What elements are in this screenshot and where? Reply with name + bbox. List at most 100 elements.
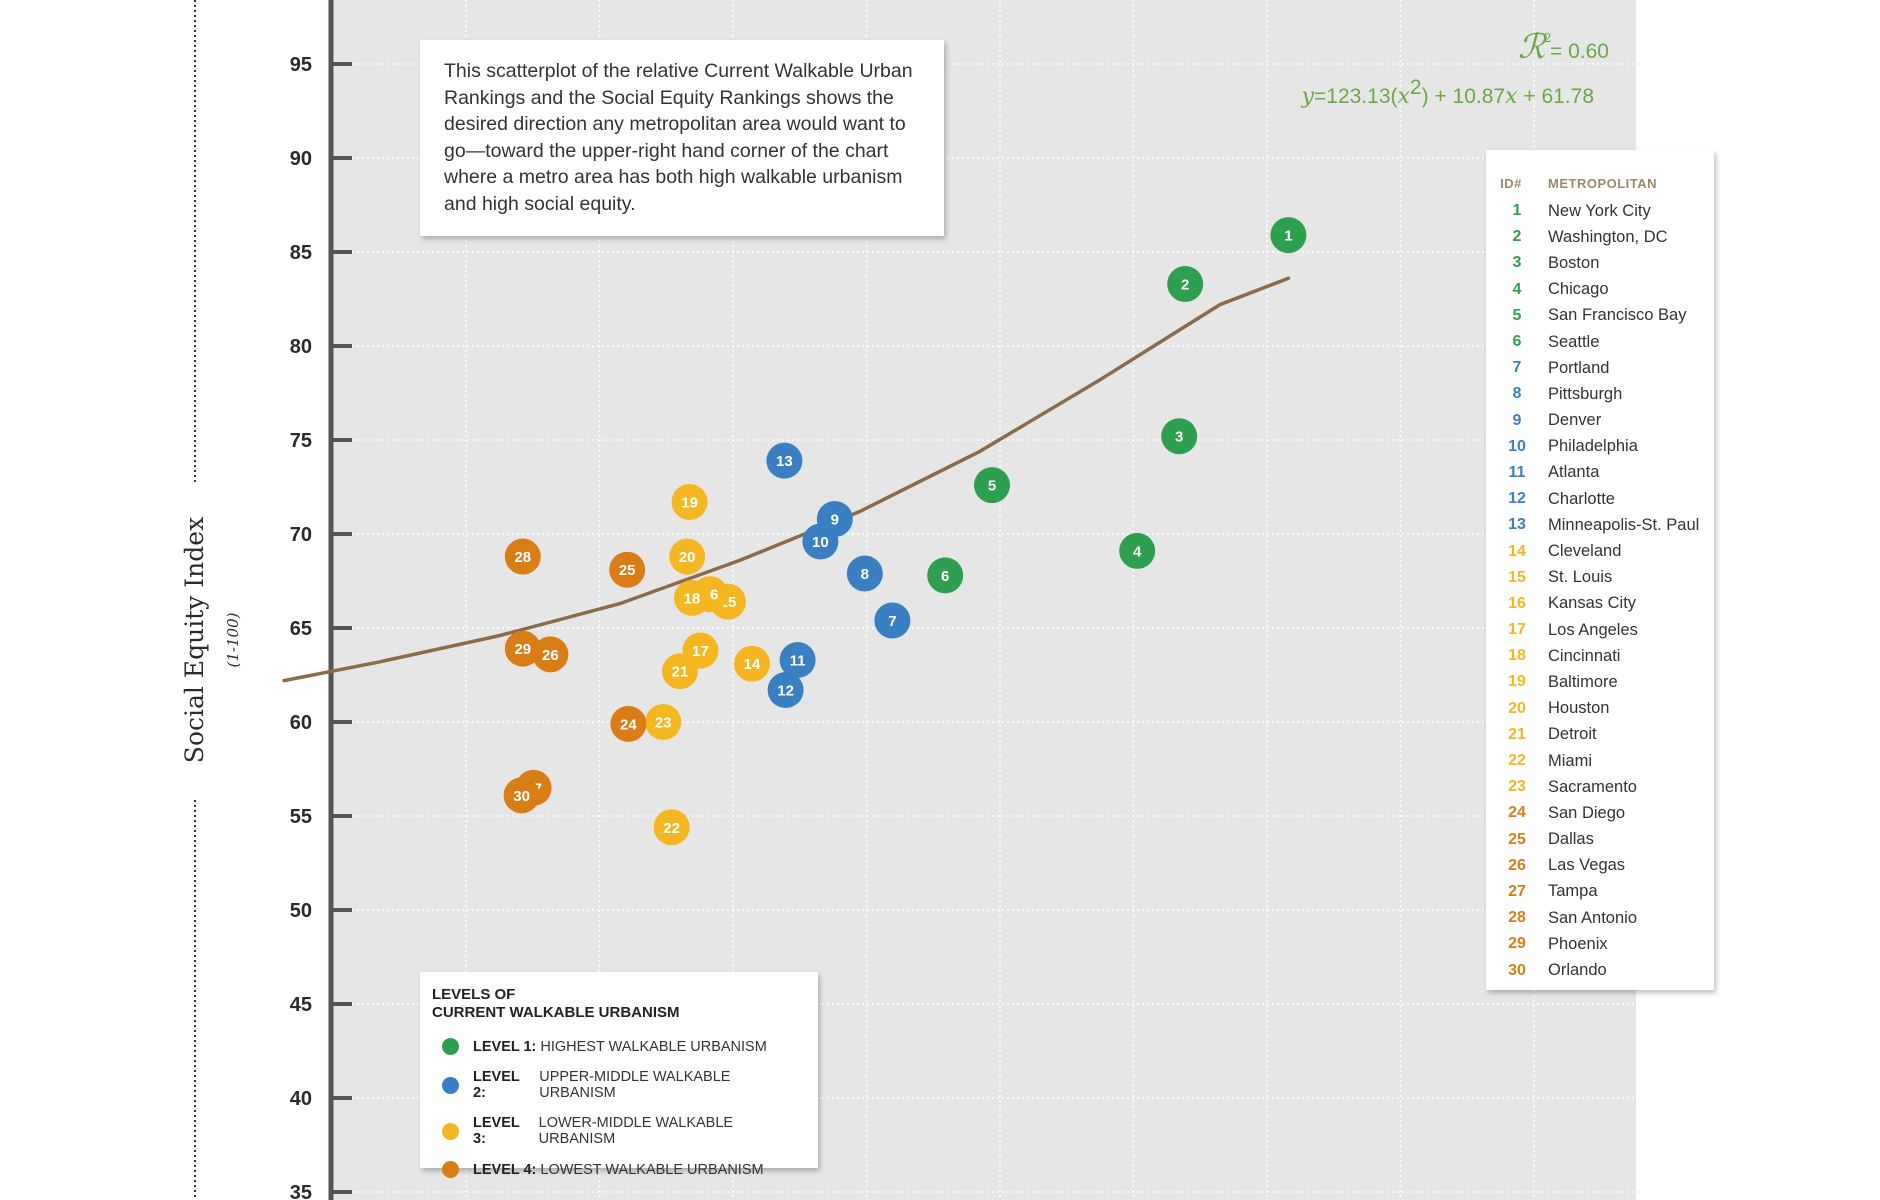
- metro-id: 30: [1508, 961, 1526, 979]
- metro-name: Houston: [1548, 699, 1610, 718]
- data-point-22: 22: [653, 809, 690, 846]
- y-tick-label: 55: [290, 806, 312, 828]
- data-point-marker: [734, 645, 770, 682]
- metro-id: 29: [1508, 935, 1526, 953]
- r-squared-symbol: ℛ: [1518, 27, 1548, 67]
- data-point-25: 25: [609, 551, 646, 588]
- legend-level-name: LEVEL 3:: [473, 1115, 520, 1147]
- data-point-label: 9: [831, 511, 839, 528]
- metro-name: Las Vegas: [1548, 856, 1626, 875]
- y-axis-label: Social Equity Index: [180, 517, 209, 763]
- metro-id: 4: [1512, 280, 1522, 298]
- metro-table-row: 21 Detroit: [1486, 722, 1714, 748]
- metro-name: Kansas City: [1548, 594, 1637, 613]
- y-axis-unit: (1-100): [224, 612, 242, 667]
- metro-id: 7: [1512, 359, 1522, 377]
- data-point-7: 7: [874, 602, 911, 639]
- data-point-label: 7: [888, 613, 896, 630]
- data-point-marker: [779, 641, 816, 678]
- metro-table-row: 4 Chicago: [1486, 277, 1714, 303]
- data-point-label: 28: [514, 549, 531, 566]
- eq-part-2: ) + 10.87: [1422, 85, 1505, 108]
- metro-table-row: 20 Houston: [1486, 696, 1714, 722]
- data-point-label: 14: [744, 656, 761, 673]
- metro-id: 24: [1508, 804, 1526, 822]
- data-point-label: 21: [672, 664, 689, 681]
- metro-id: 12: [1508, 490, 1526, 508]
- data-point-marker: [802, 523, 839, 560]
- metro-table-row: 1 New York City: [1486, 198, 1714, 224]
- data-point-marker: [609, 551, 646, 588]
- data-point-label: 25: [619, 562, 636, 579]
- data-point-30: 30: [503, 777, 540, 814]
- y-tick-label: 80: [290, 336, 312, 358]
- data-point-marker: [1119, 532, 1156, 569]
- data-point-label: 24: [620, 716, 637, 733]
- data-point-2: 2: [1167, 265, 1204, 302]
- data-point-label: 26: [542, 647, 559, 664]
- data-point-label: 6: [941, 568, 949, 585]
- eq-superscript: 2: [1410, 76, 1422, 99]
- legend-item-level-2: LEVEL 2: UPPER-MIDDLE WALKABLE URBANISM: [432, 1069, 806, 1101]
- y-tick-label: 45: [290, 994, 312, 1016]
- eq-x2: x: [1505, 84, 1518, 109]
- data-point-marker: [766, 442, 803, 479]
- metro-table-header: ID# METROPOLITAN: [1486, 168, 1714, 198]
- data-point-14: 14: [734, 645, 770, 682]
- metro-id: 25: [1508, 830, 1526, 848]
- data-point-label: 12: [777, 683, 794, 700]
- metro-id: 21: [1508, 725, 1526, 743]
- metro-id: 16: [1508, 594, 1526, 612]
- data-point-marker: [532, 636, 569, 673]
- metro-id: 5: [1512, 306, 1522, 324]
- metro-name: Charlotte: [1548, 489, 1615, 508]
- metro-name: Seattle: [1548, 332, 1600, 351]
- data-point-19: 19: [671, 484, 708, 521]
- data-point-marker: [874, 602, 911, 639]
- y-tick-label: 65: [290, 618, 312, 640]
- trendline-layer: [282, 276, 1291, 683]
- legend-level-desc: LOWER-MIDDLE WALKABLE URBANISM: [538, 1115, 734, 1147]
- metro-name: Miami: [1548, 751, 1592, 770]
- data-point-20: 20: [669, 538, 706, 575]
- legend-level-desc: UPPER-MIDDLE WALKABLE URBANISM: [539, 1069, 731, 1101]
- metro-id: 15: [1508, 568, 1526, 586]
- metro-table-row: 7 Portland: [1486, 355, 1714, 381]
- data-point-label: 23: [655, 715, 672, 732]
- data-point-18: 18: [674, 579, 710, 616]
- data-point-label: 2: [1181, 276, 1189, 293]
- legend-level-desc: HIGHEST WALKABLE URBANISM: [540, 1038, 767, 1055]
- metro-id: 3: [1512, 254, 1522, 272]
- levels-legend-title: LEVELS OF CURRENT WALKABLE URBANISM: [432, 986, 806, 1022]
- description-box: This scatterplot of the relative Current…: [420, 40, 944, 236]
- y-tick-label: 50: [290, 900, 312, 922]
- metro-id: 23: [1508, 778, 1526, 796]
- data-point-1: 1: [1270, 217, 1307, 254]
- data-point-marker: [974, 467, 1010, 504]
- y-tick-label: 40: [290, 1088, 312, 1110]
- data-point-label: 29: [514, 641, 531, 658]
- metro-table-row: 26 Las Vegas: [1486, 853, 1714, 879]
- data-point-label: 5: [988, 478, 996, 495]
- data-point-marker: [610, 705, 647, 742]
- data-point-label: 19: [681, 495, 698, 512]
- legend-item-level-1: LEVEL 1: HIGHEST WALKABLE URBANISM: [432, 1038, 806, 1055]
- metro-table-row: 18 Cincinnati: [1486, 643, 1714, 669]
- metro-table-row: 24 San Diego: [1486, 800, 1714, 826]
- level-4-dot-icon: [442, 1161, 459, 1178]
- metro-table-row: 5 San Francisco Bay: [1486, 303, 1714, 329]
- metro-id: 28: [1508, 909, 1526, 927]
- y-tick-label: 35: [290, 1182, 312, 1200]
- metro-name: San Francisco Bay: [1548, 306, 1687, 325]
- r-squared-annotation: ℛ 2 = 0.60: [1518, 27, 1609, 67]
- metro-table-row: 16 Kansas City: [1486, 591, 1714, 617]
- metro-table-row: 28 San Antonio: [1486, 905, 1714, 931]
- data-point-marker: [645, 704, 682, 740]
- data-point-6: 6: [927, 557, 964, 594]
- level-2-dot-icon: [442, 1076, 459, 1094]
- metro-table-row: 29 Phoenix: [1486, 931, 1714, 957]
- metro-name: Pittsburgh: [1548, 384, 1623, 403]
- data-point-marker: [767, 672, 804, 709]
- metro-name: New York City: [1548, 201, 1651, 220]
- metro-name: Atlanta: [1548, 463, 1600, 482]
